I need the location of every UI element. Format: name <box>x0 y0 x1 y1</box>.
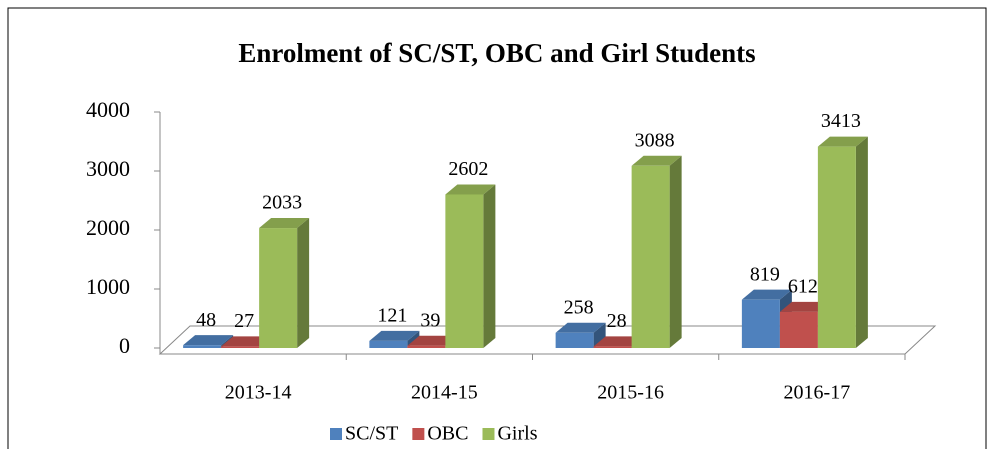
data-label: 258 <box>564 296 594 318</box>
bar-top <box>741 289 792 300</box>
bar <box>555 322 606 348</box>
bar-top <box>631 155 682 166</box>
legend-swatch <box>412 428 425 440</box>
bar-side <box>855 136 868 348</box>
bar <box>817 136 868 348</box>
data-label: 2033 <box>262 192 302 214</box>
data-label: 612 <box>788 275 818 297</box>
bar-top <box>369 330 420 341</box>
frame <box>7 7 987 449</box>
y-tick-label: 1000 <box>86 274 130 299</box>
bar-top <box>445 184 496 195</box>
legend-swatch <box>482 428 495 440</box>
bar-front <box>779 311 818 348</box>
bar <box>445 184 496 348</box>
bar-front <box>555 332 594 348</box>
legend-label: Girls <box>497 423 537 445</box>
x-tick-label: 2015-16 <box>597 382 664 404</box>
bar-front <box>593 346 632 348</box>
data-label: 39 <box>420 309 440 331</box>
legend-label: OBC <box>427 423 468 445</box>
y-tick-label: 4000 <box>86 97 130 122</box>
data-label: 3413 <box>821 110 861 132</box>
bar-front <box>221 346 260 348</box>
bar-front <box>183 345 222 348</box>
bar-side <box>669 155 682 348</box>
y-tick-label: 2000 <box>86 215 130 240</box>
x-tick-label: 2013-14 <box>225 382 292 404</box>
bar-front <box>631 165 670 348</box>
bar-top <box>817 136 868 147</box>
bar-top <box>221 336 272 347</box>
data-label: 28 <box>607 310 627 332</box>
data-label: 48 <box>196 309 216 331</box>
bar-front <box>407 345 446 348</box>
bar-top <box>779 301 830 312</box>
bar-top <box>259 218 310 229</box>
data-label: 27 <box>234 310 254 332</box>
legend-label: SC/ST <box>345 423 398 445</box>
data-label: 121 <box>377 304 407 326</box>
bar-top <box>407 335 458 346</box>
bar-side <box>593 322 606 348</box>
bar <box>631 155 682 348</box>
bar-top <box>593 336 644 347</box>
chart-title: Enrolment of SC/ST, OBC and Girl Student… <box>238 38 755 68</box>
bar-front <box>741 299 780 348</box>
bar-side <box>483 184 496 348</box>
data-label: 2602 <box>448 158 488 180</box>
data-label: 3088 <box>635 129 675 151</box>
floor <box>158 325 937 355</box>
x-tick-label: 2014-15 <box>411 382 478 404</box>
legend-swatch <box>330 428 342 440</box>
bar-top <box>555 322 606 333</box>
bar-front <box>259 228 298 348</box>
x-tick-label: 2016-17 <box>784 382 851 404</box>
bar-front <box>369 340 408 348</box>
bar <box>259 218 310 348</box>
y-tick-label: 3000 <box>86 156 130 181</box>
bar-front <box>817 146 856 348</box>
data-label: 819 <box>750 263 780 285</box>
y-tick-label: 0 <box>119 333 130 358</box>
bar-front <box>445 194 484 348</box>
bar-side <box>297 218 310 348</box>
bar-top <box>183 335 234 346</box>
